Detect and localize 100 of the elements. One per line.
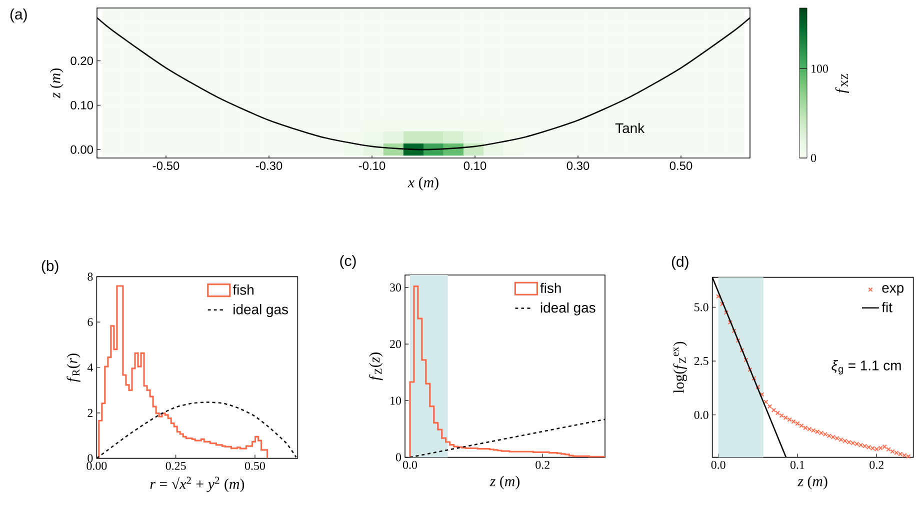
point: [799, 423, 804, 428]
legend-label: fit: [882, 302, 892, 312]
x-axis-title: x (m): [408, 176, 438, 190]
annotation: ξ$_{g}$ = 1.1 cm: [832, 360, 901, 374]
x-tick-label: -0.10: [358, 162, 386, 170]
point: [760, 392, 764, 397]
point: [724, 310, 729, 315]
point: [748, 367, 752, 372]
y-axis-title: z (m): [50, 68, 64, 98]
point: [752, 376, 756, 381]
point: [716, 294, 721, 299]
x-tick-label: 0.30: [566, 162, 590, 170]
point: [818, 430, 824, 436]
point: [870, 446, 876, 451]
x-axis-title: z (m): [490, 476, 520, 490]
color-bar-label: 0: [810, 154, 816, 162]
x-axis-title: z (m): [797, 476, 828, 490]
chart-title: (c): [340, 255, 356, 270]
legend-label: exp: [882, 285, 904, 296]
point: [787, 417, 792, 422]
point: [830, 434, 836, 440]
y-tick-label: 0: [396, 453, 402, 462]
point: [810, 428, 816, 433]
point: [898, 452, 903, 456]
point: [744, 358, 748, 362]
text: r = √x$^{2}$ + y$^{2}$ (m): [150, 476, 244, 492]
legend-label: ideal gas: [540, 302, 596, 316]
point: [838, 437, 844, 442]
legend-label: fish: [540, 282, 561, 294]
x-tick-label: 0.50: [244, 462, 265, 470]
chart-title: (b): [42, 260, 58, 274]
point: [763, 400, 768, 404]
point: [783, 415, 788, 420]
y-tick-label: 0.00: [70, 145, 94, 154]
point: [795, 421, 800, 426]
point: [902, 453, 907, 458]
y-tick-label: 0.0: [694, 410, 708, 419]
x-tick-label: -0.30: [256, 162, 282, 170]
point: [736, 338, 740, 343]
chart-title: (d): [672, 256, 688, 270]
x-tick-label: 0.1: [790, 460, 804, 469]
point: [866, 444, 872, 450]
x-tick-label: 0.10: [464, 162, 486, 170]
x-tick-label: 0.2: [870, 460, 884, 469]
x-tick-label: 0.0: [711, 460, 726, 469]
y-tick-label: 8: [88, 272, 93, 281]
point: [775, 410, 780, 416]
point: [728, 320, 733, 325]
x-tick-label: 0.0: [402, 460, 417, 469]
y-tick-label: 0: [88, 454, 93, 462]
y-axis-title: f$_{Z}$(z): [368, 352, 383, 380]
x-tick-label: 0.50: [670, 162, 692, 170]
point: [771, 408, 776, 412]
annotation: Tank: [615, 122, 645, 134]
point: [862, 444, 868, 448]
x-tick-label: -0.50: [152, 162, 180, 170]
point: [756, 384, 760, 390]
point: [886, 446, 891, 452]
point: [826, 433, 832, 438]
point: [732, 328, 736, 334]
y-tick-label: 6: [88, 318, 93, 326]
point: [740, 348, 744, 353]
point: [878, 446, 883, 450]
x-tick-label: 0.25: [166, 462, 186, 470]
x-tick-label: 0.2: [536, 460, 550, 469]
point: [791, 419, 796, 424]
y-tick-label: 10: [390, 396, 402, 405]
point: [842, 438, 848, 444]
point: [779, 413, 784, 418]
chart-title: (a): [10, 8, 27, 22]
point: [834, 436, 840, 441]
y-tick-label: 0.10: [70, 100, 94, 110]
y-tick-label: 2: [88, 408, 93, 417]
legend-label: fish: [232, 284, 254, 295]
point: [894, 450, 899, 456]
y-axis-title: f$_{R}$(r): [66, 354, 80, 382]
point: [814, 429, 820, 434]
point: [854, 442, 860, 446]
color-bar-title: f$_{XZ}$: [835, 74, 850, 93]
point: [882, 444, 887, 450]
y-tick-label: 5.0: [694, 303, 708, 312]
point: [767, 404, 772, 409]
y-tick-label: 30: [390, 283, 402, 292]
point: [720, 302, 725, 306]
y-tick-label: 20: [390, 340, 402, 348]
point: [807, 426, 812, 432]
y-axis-title: log(f$_{Z}$$^{ex}$): [673, 342, 687, 394]
legend-label: ideal gas: [234, 304, 288, 318]
color-bar-label: 100: [812, 64, 828, 73]
point: [850, 440, 856, 446]
point: [803, 425, 808, 430]
point: [906, 454, 911, 459]
point: [890, 449, 895, 454]
point: [874, 446, 879, 452]
point: [858, 442, 864, 448]
y-tick-label: 2.5: [694, 357, 708, 366]
y-tick-label: 4: [87, 364, 93, 372]
point: [822, 432, 828, 437]
point: [846, 440, 852, 445]
y-tick-label: 0.20: [70, 56, 94, 66]
